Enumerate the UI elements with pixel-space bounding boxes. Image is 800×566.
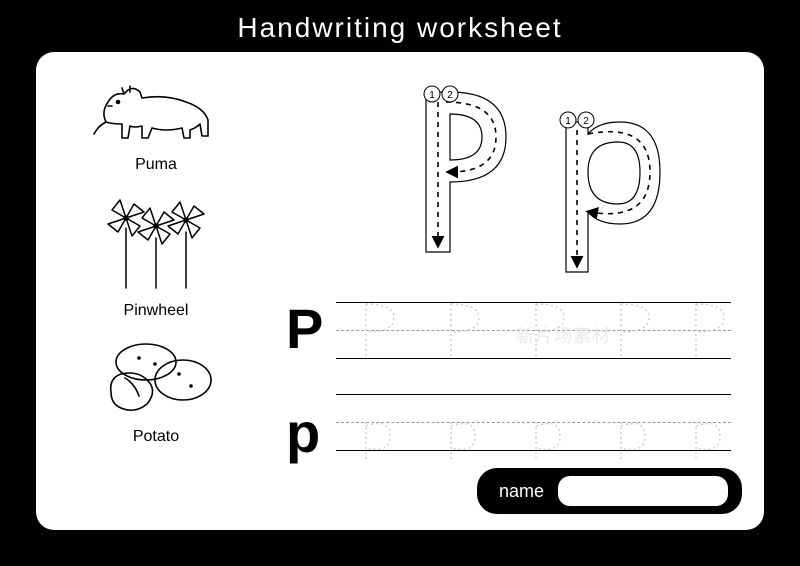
practice-row-lower: p <box>286 394 731 466</box>
word-label: Puma <box>66 156 246 174</box>
word-item-puma: Puma <box>66 72 246 174</box>
potato-icon <box>91 334 221 424</box>
word-item-pinwheel: Pinwheel <box>66 188 246 320</box>
name-input[interactable] <box>558 476 728 506</box>
word-label: Potato <box>66 428 246 446</box>
name-box: name <box>477 468 742 514</box>
practice-area: P p <box>286 302 731 486</box>
pinwheel-icon <box>96 188 216 298</box>
guide-letters: 1 2 1 2 <box>346 72 726 282</box>
puma-icon <box>86 72 226 152</box>
word-label: Pinwheel <box>66 302 246 320</box>
ruled-lines <box>336 394 731 454</box>
stroke-num-2-lower: 2 <box>583 116 589 127</box>
lead-letter-lower: p <box>286 400 320 465</box>
words-column: Puma <box>66 72 246 460</box>
page-title: Handwriting worksheet <box>0 0 800 52</box>
stroke-num-2: 2 <box>447 90 453 101</box>
practice-row-upper: P <box>286 302 731 374</box>
ruled-lines <box>336 302 731 362</box>
stroke-num-1-lower: 1 <box>565 116 571 127</box>
name-label: name <box>499 481 544 502</box>
worksheet-sheet: Puma <box>36 52 764 530</box>
lead-letter-upper: P <box>286 296 323 361</box>
word-item-potato: Potato <box>66 334 246 446</box>
stroke-num-1: 1 <box>429 90 435 101</box>
